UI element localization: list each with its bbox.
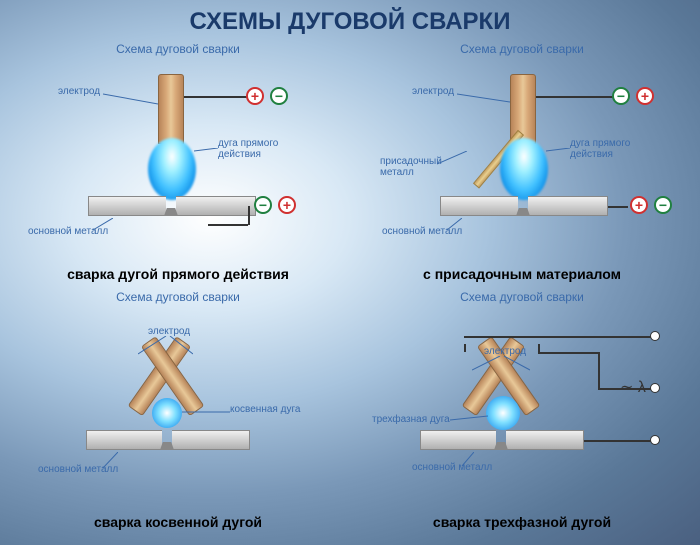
minus-icon: − <box>612 87 630 105</box>
wire <box>538 344 540 352</box>
arc-icon <box>152 398 182 428</box>
wire <box>184 96 254 98</box>
panel-direct-arc: Схема дуговой сварки + − − + электрод ду… <box>8 40 348 284</box>
label-indirect-arc: косвенная дуга <box>230 404 300 415</box>
sub-header: Схема дуговой сварки <box>352 42 692 56</box>
wire <box>248 206 250 225</box>
workpiece-right <box>176 196 256 216</box>
workpiece-left <box>420 430 496 450</box>
terminal-icon <box>650 435 660 445</box>
workpiece-left <box>86 430 162 450</box>
workpiece-left <box>88 196 166 216</box>
label-three-phase-arc: трехфазная дуга <box>372 414 450 425</box>
diagram-tr: − + + − электрод присадочный металл дуга… <box>352 56 692 266</box>
wire <box>536 96 621 98</box>
diagram-br: ∼ λ электрод трехфазная дуга основной ме… <box>352 304 692 514</box>
plus-icon: + <box>278 196 296 214</box>
plus-icon: + <box>630 196 648 214</box>
caption-br: сварка трехфазной дугой <box>352 514 692 530</box>
sub-header: Схема дуговой сварки <box>8 290 348 304</box>
wire <box>598 352 600 388</box>
label-direct-arc: дуга прямого действия <box>218 138 298 160</box>
diagram-grid: Схема дуговой сварки + − − + электрод ду… <box>0 36 700 536</box>
caption-tl: сварка дугой прямого действия <box>8 266 348 282</box>
terminal-icon <box>650 331 660 341</box>
diagram-bl: электрод косвенная дуга основной металл <box>8 304 348 514</box>
wire <box>584 440 654 442</box>
minus-icon: − <box>654 196 672 214</box>
ac-symbol: ∼ λ <box>620 377 646 397</box>
terminal-icon <box>650 383 660 393</box>
arc-icon <box>148 138 196 200</box>
minus-icon: − <box>270 87 288 105</box>
wire <box>464 336 654 338</box>
arc-icon <box>500 138 548 200</box>
caption-tr: с присадочным материалом <box>352 266 692 282</box>
label-direct-arc: дуга прямого действия <box>570 138 650 160</box>
wire <box>208 224 248 226</box>
workpiece-right <box>172 430 250 450</box>
panel-filler: Схема дуговой сварки − + + − электрод пр… <box>352 40 692 284</box>
label-electrode: электрод <box>58 86 100 97</box>
workpiece-right <box>528 196 608 216</box>
electrode-icon <box>158 74 184 144</box>
diagram-tl: + − − + электрод дуга прямого действия о… <box>8 56 348 266</box>
caption-bl: сварка косвенной дугой <box>8 514 348 530</box>
plus-icon: + <box>246 87 264 105</box>
panel-three-phase: Схема дуговой сварки ∼ λ электрод трехфа… <box>352 288 692 532</box>
sub-header: Схема дуговой сварки <box>352 290 692 304</box>
wire <box>608 206 628 208</box>
workpiece-left <box>440 196 518 216</box>
sub-header: Схема дуговой сварки <box>8 42 348 56</box>
panel-indirect-arc: Схема дуговой сварки электрод косвенная … <box>8 288 348 532</box>
workpiece-right <box>506 430 584 450</box>
wire <box>538 352 598 354</box>
plus-icon: + <box>636 87 654 105</box>
minus-icon: − <box>254 196 272 214</box>
main-title: СХЕМЫ ДУГОВОЙ СВАРКИ <box>0 0 700 36</box>
label-electrode: электрод <box>412 86 454 97</box>
wire <box>464 344 466 352</box>
arc-icon <box>486 396 520 430</box>
